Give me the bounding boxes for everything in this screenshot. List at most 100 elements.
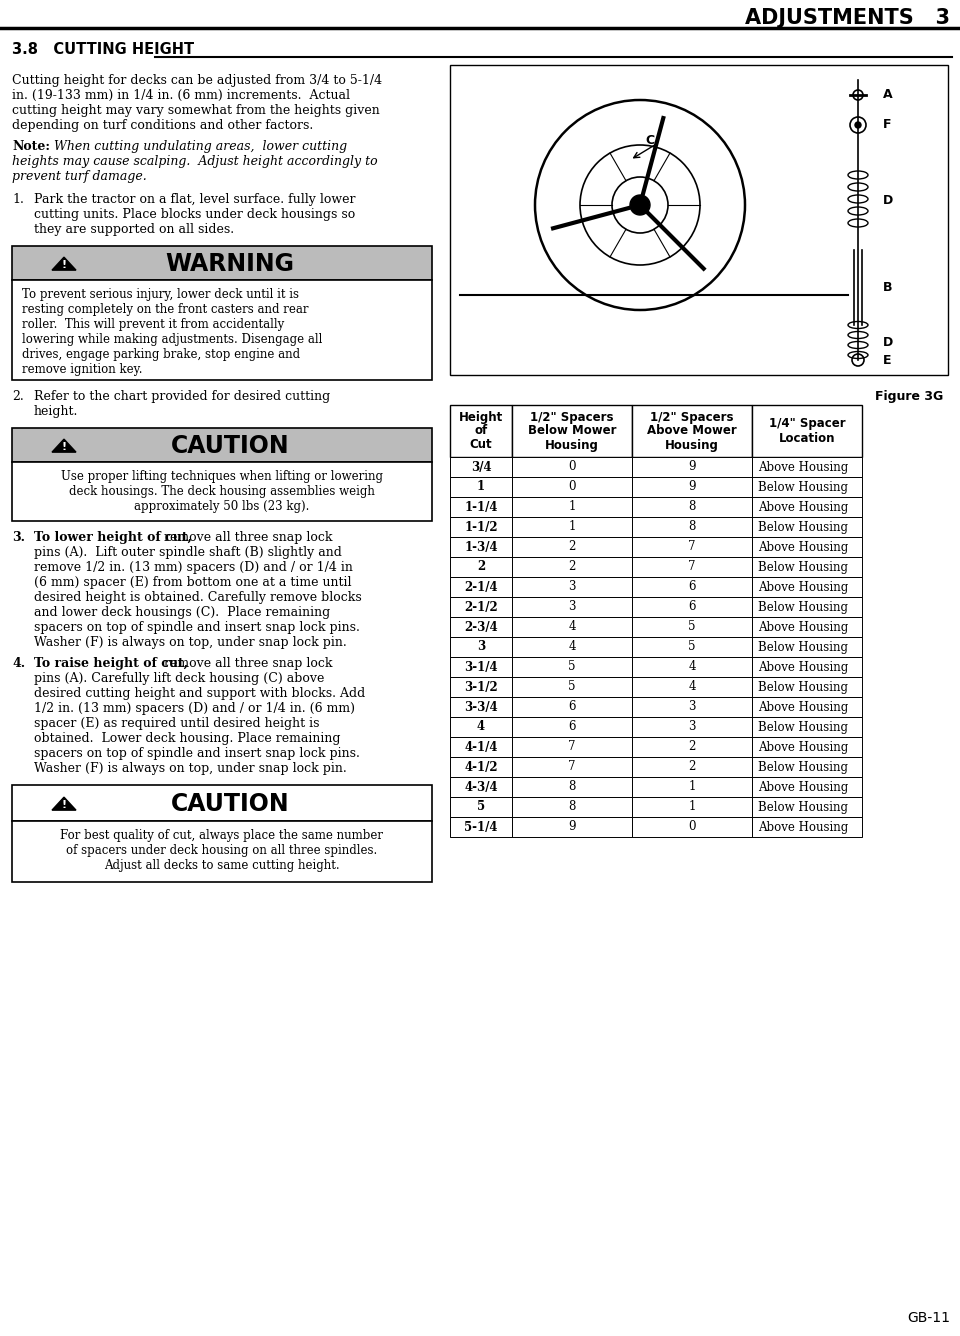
Text: To prevent serious injury, lower deck until it is: To prevent serious injury, lower deck un… [22,289,299,301]
Bar [450,597,512,617]
Bar [632,405,752,457]
Text: 3-1/2: 3-1/2 [464,680,498,693]
Bar [632,497,752,517]
Text: Cut: Cut [469,438,492,452]
Bar [632,477,752,497]
Text: GB-11: GB-11 [907,1311,950,1325]
Text: 4: 4 [477,720,485,733]
Text: !: ! [61,261,66,270]
Bar [752,477,862,497]
Bar [450,697,512,717]
Bar [632,457,752,477]
Text: CAUTION: CAUTION [171,792,289,816]
Text: Note:: Note: [12,140,50,154]
Bar [450,778,512,798]
Text: 5: 5 [477,800,485,814]
Text: cutting units. Place blocks under deck housings so: cutting units. Place blocks under deck h… [34,208,355,220]
Text: 1-3/4: 1-3/4 [465,541,498,553]
Bar [752,405,862,457]
Bar [752,717,862,737]
Text: 7: 7 [688,541,696,553]
Text: 1: 1 [688,780,696,794]
Text: Height: Height [459,410,503,424]
Text: 3: 3 [477,640,485,653]
Bar [12,462,432,521]
Bar [632,697,752,717]
Text: desired height is obtained. Carefully remove blocks: desired height is obtained. Carefully re… [34,591,362,604]
Bar [752,457,862,477]
Bar [632,597,752,617]
Text: Use proper lifting techniques when lifting or lowering: Use proper lifting techniques when lifti… [61,470,383,484]
Bar [450,497,512,517]
Bar [632,717,752,737]
Bar [450,818,512,836]
Bar [512,517,632,537]
Text: 4: 4 [688,660,696,673]
Text: approximately 50 lbs (23 kg).: approximately 50 lbs (23 kg). [134,500,310,513]
Text: 8: 8 [688,521,696,533]
Bar [752,737,862,758]
Text: Above Housing: Above Housing [758,581,849,593]
Bar [752,597,862,617]
Text: 4-1/4: 4-1/4 [465,740,497,754]
Text: 2-1/4: 2-1/4 [465,581,498,593]
Text: roller.  This will prevent it from accidentally: roller. This will prevent it from accide… [22,318,284,331]
Text: 2-1/2: 2-1/2 [464,600,498,613]
Text: drives, engage parking brake, stop engine and: drives, engage parking brake, stop engin… [22,347,300,361]
Text: 3: 3 [688,720,696,733]
Bar [512,637,632,657]
Text: 7: 7 [568,760,576,774]
Polygon shape [52,257,76,270]
Text: Washer (F) is always on top, under snap lock pin.: Washer (F) is always on top, under snap … [34,636,347,649]
Text: Figure 3G: Figure 3G [875,390,943,403]
Text: 3.8   CUTTING HEIGHT: 3.8 CUTTING HEIGHT [12,43,194,57]
Bar [512,597,632,617]
Bar [12,822,432,882]
Text: Housing: Housing [545,438,599,452]
Text: 2.: 2. [12,390,24,403]
Bar [512,717,632,737]
Bar [752,537,862,557]
Bar [512,818,632,836]
Bar [450,457,512,477]
Text: 1.: 1. [12,192,24,206]
Text: Above Housing: Above Housing [758,700,849,713]
Bar [512,617,632,637]
Text: 3: 3 [568,581,576,593]
Text: 6: 6 [688,581,696,593]
Text: 0: 0 [568,481,576,493]
Text: A: A [883,88,893,102]
Text: Refer to the chart provided for desired cutting: Refer to the chart provided for desired … [34,390,330,403]
Text: Above Housing: Above Housing [758,740,849,754]
Text: Housing: Housing [665,438,719,452]
Text: deck housings. The deck housing assemblies weigh: deck housings. The deck housing assembli… [69,485,375,498]
Bar [512,677,632,697]
Text: 4: 4 [568,620,576,633]
Polygon shape [52,798,76,810]
Bar [752,758,862,778]
Text: When cutting undulating areas,  lower cutting: When cutting undulating areas, lower cut… [50,140,348,154]
Text: 7: 7 [688,561,696,573]
Bar [752,557,862,577]
Bar [512,798,632,818]
Text: Below Housing: Below Housing [758,800,848,814]
Text: resting completely on the front casters and rear: resting completely on the front casters … [22,303,308,317]
Text: Below Housing: Below Housing [758,680,848,693]
Bar [752,697,862,717]
Text: Washer (F) is always on top, under snap lock pin.: Washer (F) is always on top, under snap … [34,762,347,775]
Bar [12,786,432,822]
Bar [632,617,752,637]
Text: 8: 8 [568,800,576,814]
Text: Cutting height for decks can be adjusted from 3/4 to 5-1/4: Cutting height for decks can be adjusted… [12,73,382,87]
Text: 1/4" Spacer: 1/4" Spacer [769,417,846,430]
Bar [512,477,632,497]
Text: 4-1/2: 4-1/2 [465,760,498,774]
Text: 2: 2 [688,740,696,754]
Bar [450,737,512,758]
Text: spacers on top of spindle and insert snap lock pins.: spacers on top of spindle and insert sna… [34,747,360,760]
Text: Below Housing: Below Housing [758,720,848,733]
Bar [512,657,632,677]
Bar [450,477,512,497]
Bar [450,677,512,697]
Bar [632,637,752,657]
